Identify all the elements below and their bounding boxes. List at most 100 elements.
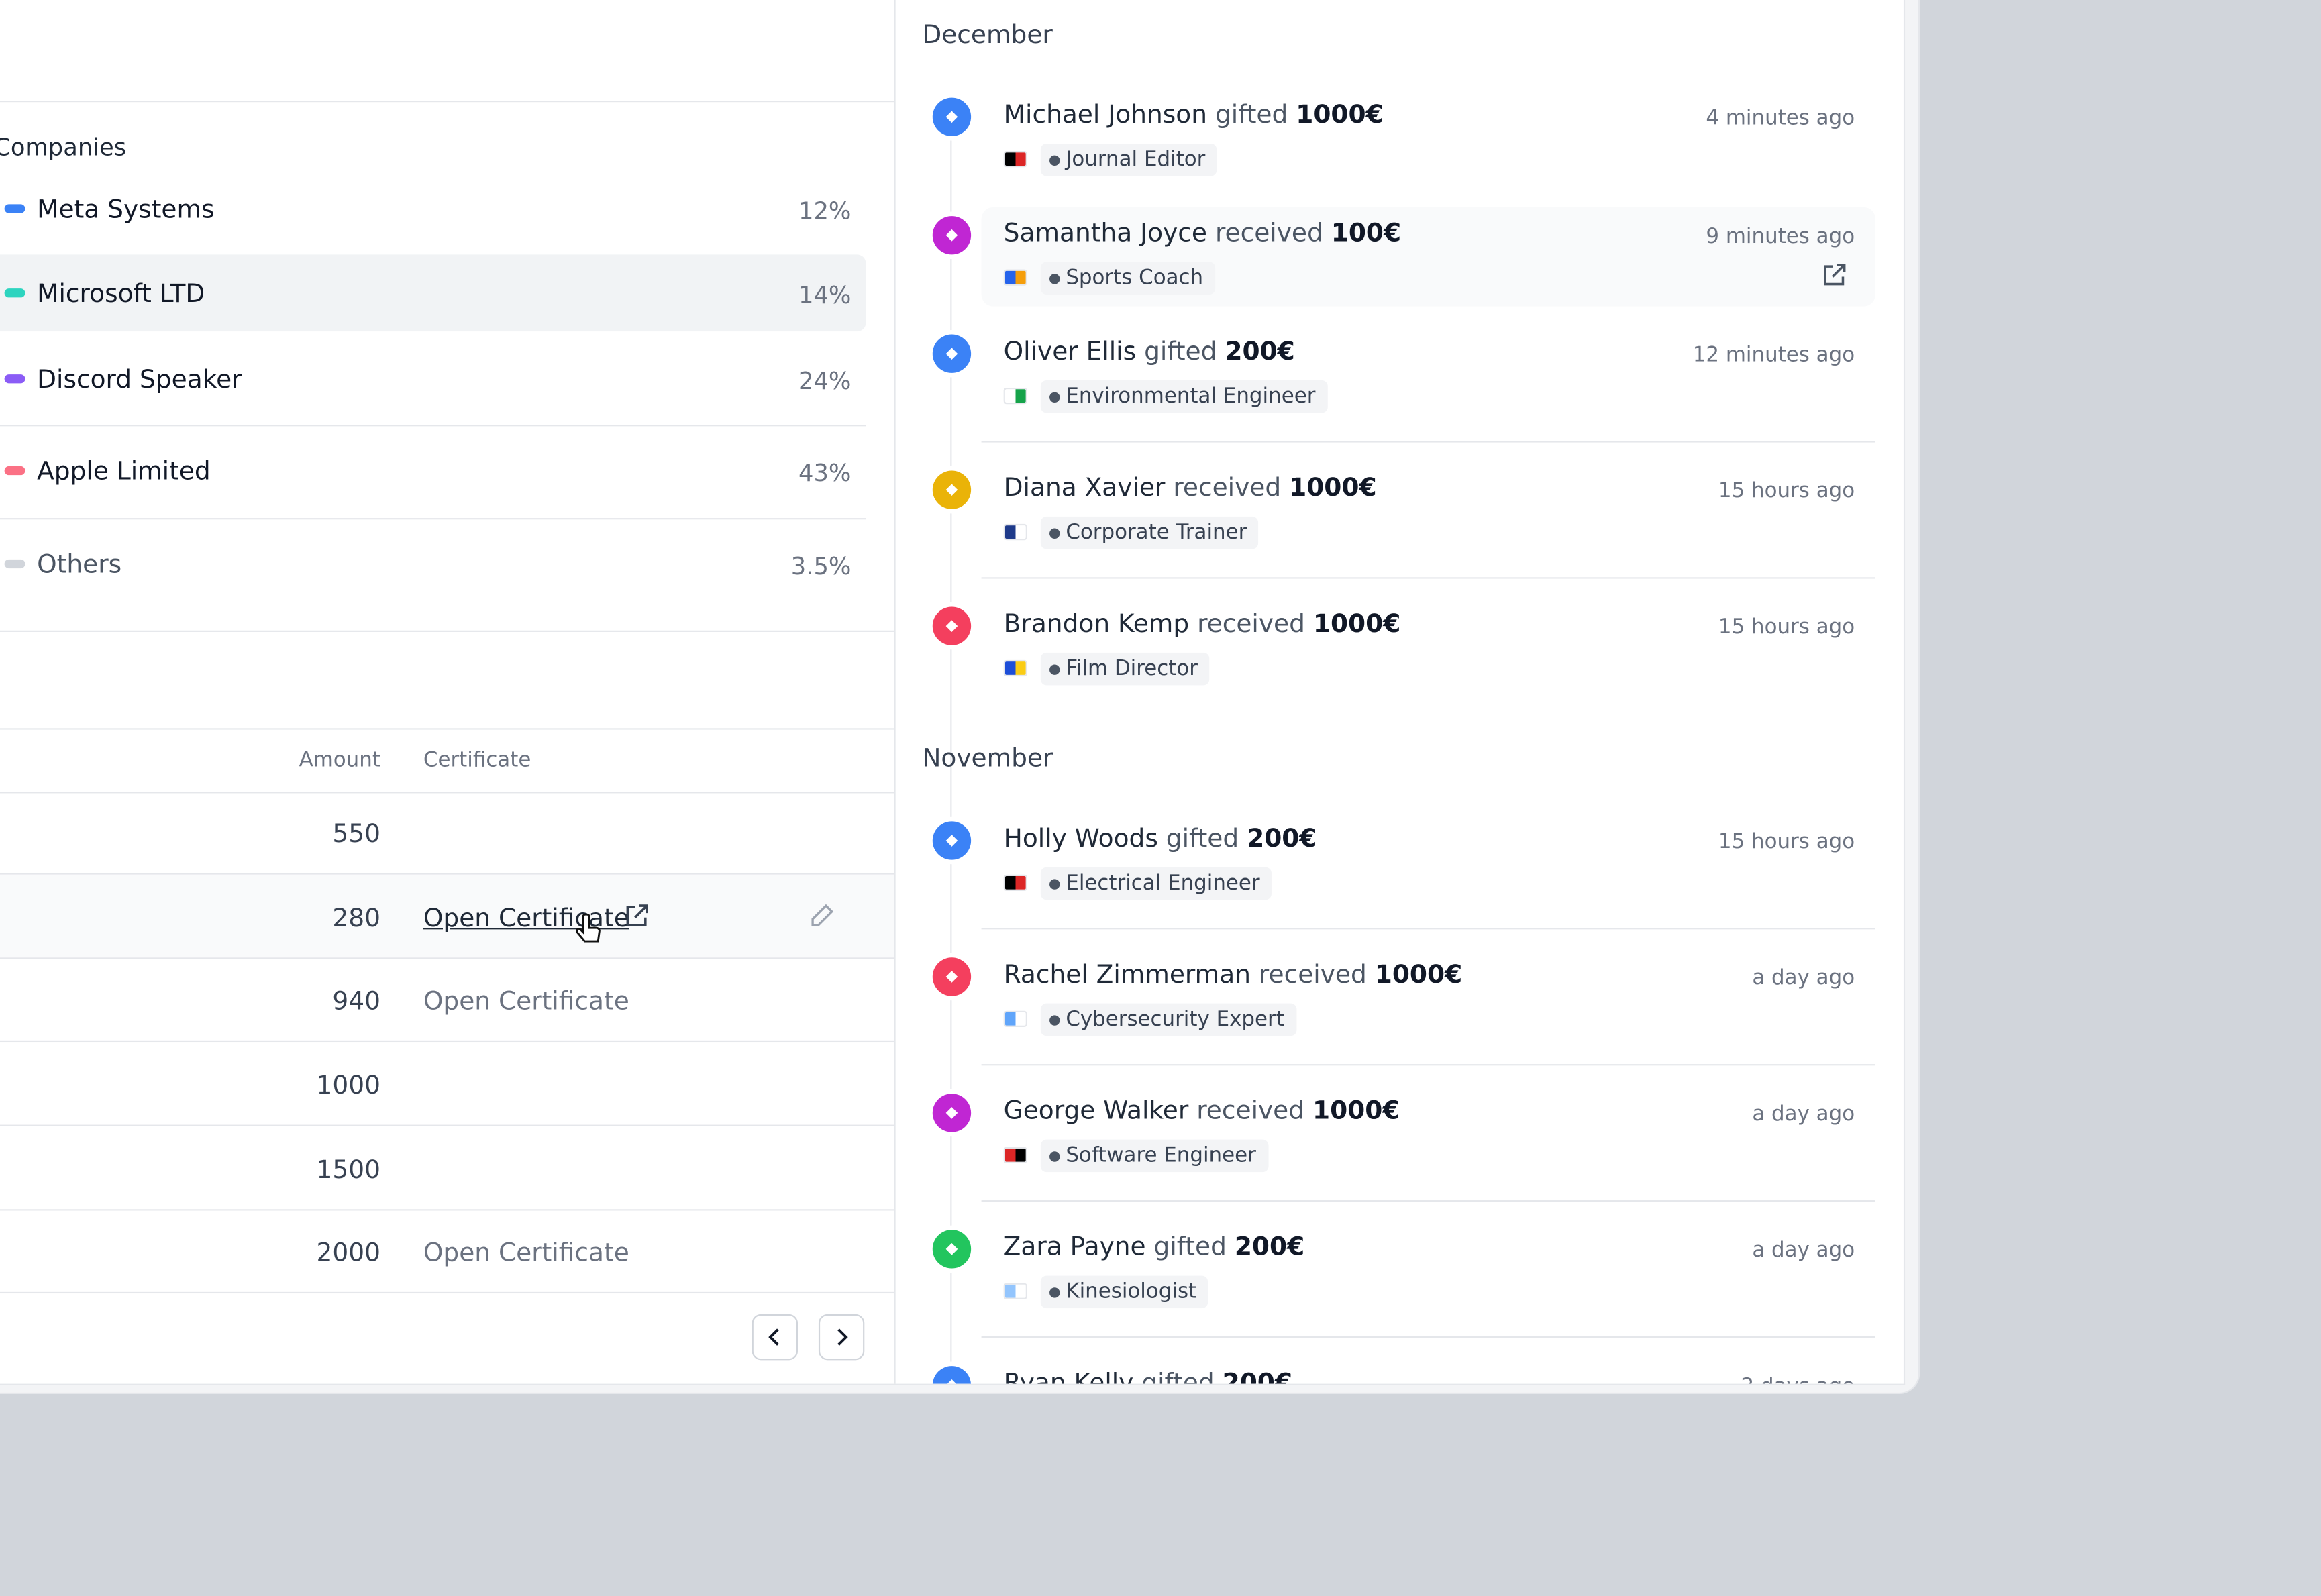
- person-name[interactable]: Samantha Joyce: [1003, 219, 1208, 249]
- amount: 1000€: [1312, 1096, 1400, 1126]
- activity-item[interactable]: Rachel Zimmerman received 1000€ a day ago…: [896, 918, 1904, 1051]
- flag: [1003, 659, 1027, 677]
- company-share: 12%: [798, 197, 852, 225]
- timestamp: 12 minutes ago: [1692, 343, 1855, 368]
- divider: [981, 928, 1876, 930]
- badge-dot: [1049, 1287, 1060, 1298]
- divider: [0, 792, 894, 794]
- role: Electrical Engineer: [1066, 871, 1260, 896]
- table-row: 1000: [0, 1042, 894, 1125]
- color-dot: [4, 466, 25, 476]
- flag: [1003, 269, 1027, 286]
- action: received: [1173, 473, 1282, 504]
- amount-cell: 550: [332, 820, 380, 850]
- external-link-icon[interactable]: [623, 903, 650, 930]
- activity-text: Ryan Kelly gifted 200€: [1003, 1369, 1293, 1384]
- role: Sports Coach: [1066, 266, 1204, 290]
- role: Kinesiologist: [1066, 1280, 1197, 1304]
- company-row[interactable]: Apple Limited 43%: [0, 432, 866, 509]
- color-dot: [4, 559, 25, 569]
- timestamp: 4 minutes ago: [1706, 106, 1855, 131]
- company-share: 14%: [798, 281, 852, 310]
- divider: [981, 1336, 1876, 1338]
- activity-text: Oliver Ellis gifted 200€: [1003, 337, 1295, 368]
- activity-item[interactable]: Oliver Ellis gifted 200€ 12 minutes ago En…: [896, 295, 1904, 428]
- color-dot: [4, 204, 25, 213]
- amount-cell: 2000: [316, 1238, 380, 1269]
- color-dot: [4, 374, 25, 384]
- action: received: [1215, 219, 1323, 249]
- company-row[interactable]: Discord Speaker 24%: [0, 340, 866, 417]
- company-name: Apple Limited: [37, 457, 211, 487]
- timestamp: 15 hours ago: [1718, 615, 1855, 639]
- activity-item[interactable]: Brandon Kemp received 1000€ 15 hours ago F…: [896, 567, 1904, 700]
- company-name: Discord Speaker: [37, 365, 242, 396]
- person-name[interactable]: George Walker: [1003, 1096, 1189, 1126]
- flag: [1003, 523, 1027, 541]
- action: gifted: [1215, 101, 1288, 131]
- amount: 200€: [1222, 1369, 1293, 1384]
- amount-cell: 280: [332, 904, 380, 934]
- action: gifted: [1144, 337, 1217, 368]
- activity-icon: [932, 334, 972, 373]
- color-dot: [4, 288, 25, 298]
- activity-item[interactable]: Ryan Kelly gifted 200€2 days agoProduct …: [896, 1326, 1904, 1384]
- amount: 100€: [1331, 219, 1402, 249]
- activity-item[interactable]: Michael Johnson gifted 1000€ 4 minutes ag…: [896, 58, 1904, 191]
- left-panel: Companies Meta Systems 12% Microsoft LTD 14%…: [0, 0, 896, 1384]
- activity-icon: [932, 606, 972, 645]
- certificate-link[interactable]: Open Certificate: [423, 987, 629, 1017]
- timestamp: a day ago: [1752, 966, 1855, 990]
- role: Film Director: [1066, 657, 1198, 681]
- company-row[interactable]: Microsoft LTD 14%: [0, 254, 866, 332]
- activity-item[interactable]: Samantha Joyce received 100€ 9 minutes ag…: [896, 176, 1904, 310]
- divider: [0, 1209, 894, 1211]
- activity-item[interactable]: Holly Woods gifted 200€ 15 hours ago Elect…: [896, 782, 1904, 915]
- external-link-icon[interactable]: [1820, 262, 1847, 288]
- role: Corporate Trainer: [1066, 521, 1247, 545]
- activity-text: Holly Woods gifted 200€: [1004, 827, 1317, 853]
- flag: [1003, 387, 1027, 405]
- amount-cell: 1500: [316, 1155, 380, 1186]
- company-name: Meta Systems: [37, 195, 215, 225]
- amount-cell: 1000: [316, 1071, 380, 1102]
- person-name[interactable]: Michael Johnson: [1003, 101, 1208, 131]
- badge-dot: [1049, 528, 1060, 539]
- company-row[interactable]: Meta Systems 12%: [0, 170, 866, 248]
- badge-dot: [1049, 1015, 1060, 1026]
- divider: [0, 957, 894, 959]
- person-name[interactable]: Brandon Kemp: [1003, 609, 1190, 639]
- person-name[interactable]: Diana Xavier: [1003, 473, 1166, 504]
- amount: 1000€: [1289, 473, 1377, 504]
- timestamp: 15 hours ago: [1718, 479, 1855, 504]
- certificate-link[interactable]: Open Certificate: [423, 1238, 629, 1269]
- table-row: 550: [0, 790, 894, 873]
- person-name[interactable]: Rachel Zimmerman: [1003, 960, 1251, 990]
- activity-item[interactable]: Zara Payne gifted 200€ a day ago Kinesiolo…: [896, 1190, 1904, 1324]
- action: received: [1196, 1096, 1305, 1126]
- activity-icon: [932, 957, 972, 996]
- person-name[interactable]: Ryan Kelly: [1003, 1369, 1134, 1384]
- edit-icon[interactable]: [807, 901, 836, 930]
- activity-icon: [932, 470, 972, 509]
- activity-text: Samantha Joyce received 100€: [1003, 219, 1402, 249]
- person-name[interactable]: Holly Woods: [1003, 824, 1158, 854]
- person-name[interactable]: Zara Payne: [1003, 1232, 1146, 1263]
- pagination-button[interactable]: [752, 1314, 798, 1361]
- company-row[interactable]: Others 3.5%: [0, 525, 866, 602]
- month-heading: November: [922, 744, 1053, 774]
- activity-text: Brandon Kemp received 1000€: [1003, 609, 1401, 639]
- action: gifted: [1141, 1369, 1215, 1384]
- action: received: [1258, 960, 1367, 990]
- role: Cybersecurity Expert: [1066, 1008, 1284, 1032]
- flag: [1003, 1283, 1027, 1299]
- activity-item[interactable]: Diana Xavier received 1000€ 15 hours ago C…: [896, 431, 1904, 564]
- timestamp: 9 minutes ago: [1706, 225, 1855, 249]
- person-name[interactable]: Oliver Ellis: [1003, 337, 1137, 368]
- role: Journal Editor: [1066, 148, 1206, 172]
- badge-dot: [1049, 664, 1060, 675]
- pagination-button[interactable]: [818, 1314, 865, 1361]
- activity-item[interactable]: George Walker received 1000€ a day ago Sof…: [896, 1054, 1904, 1187]
